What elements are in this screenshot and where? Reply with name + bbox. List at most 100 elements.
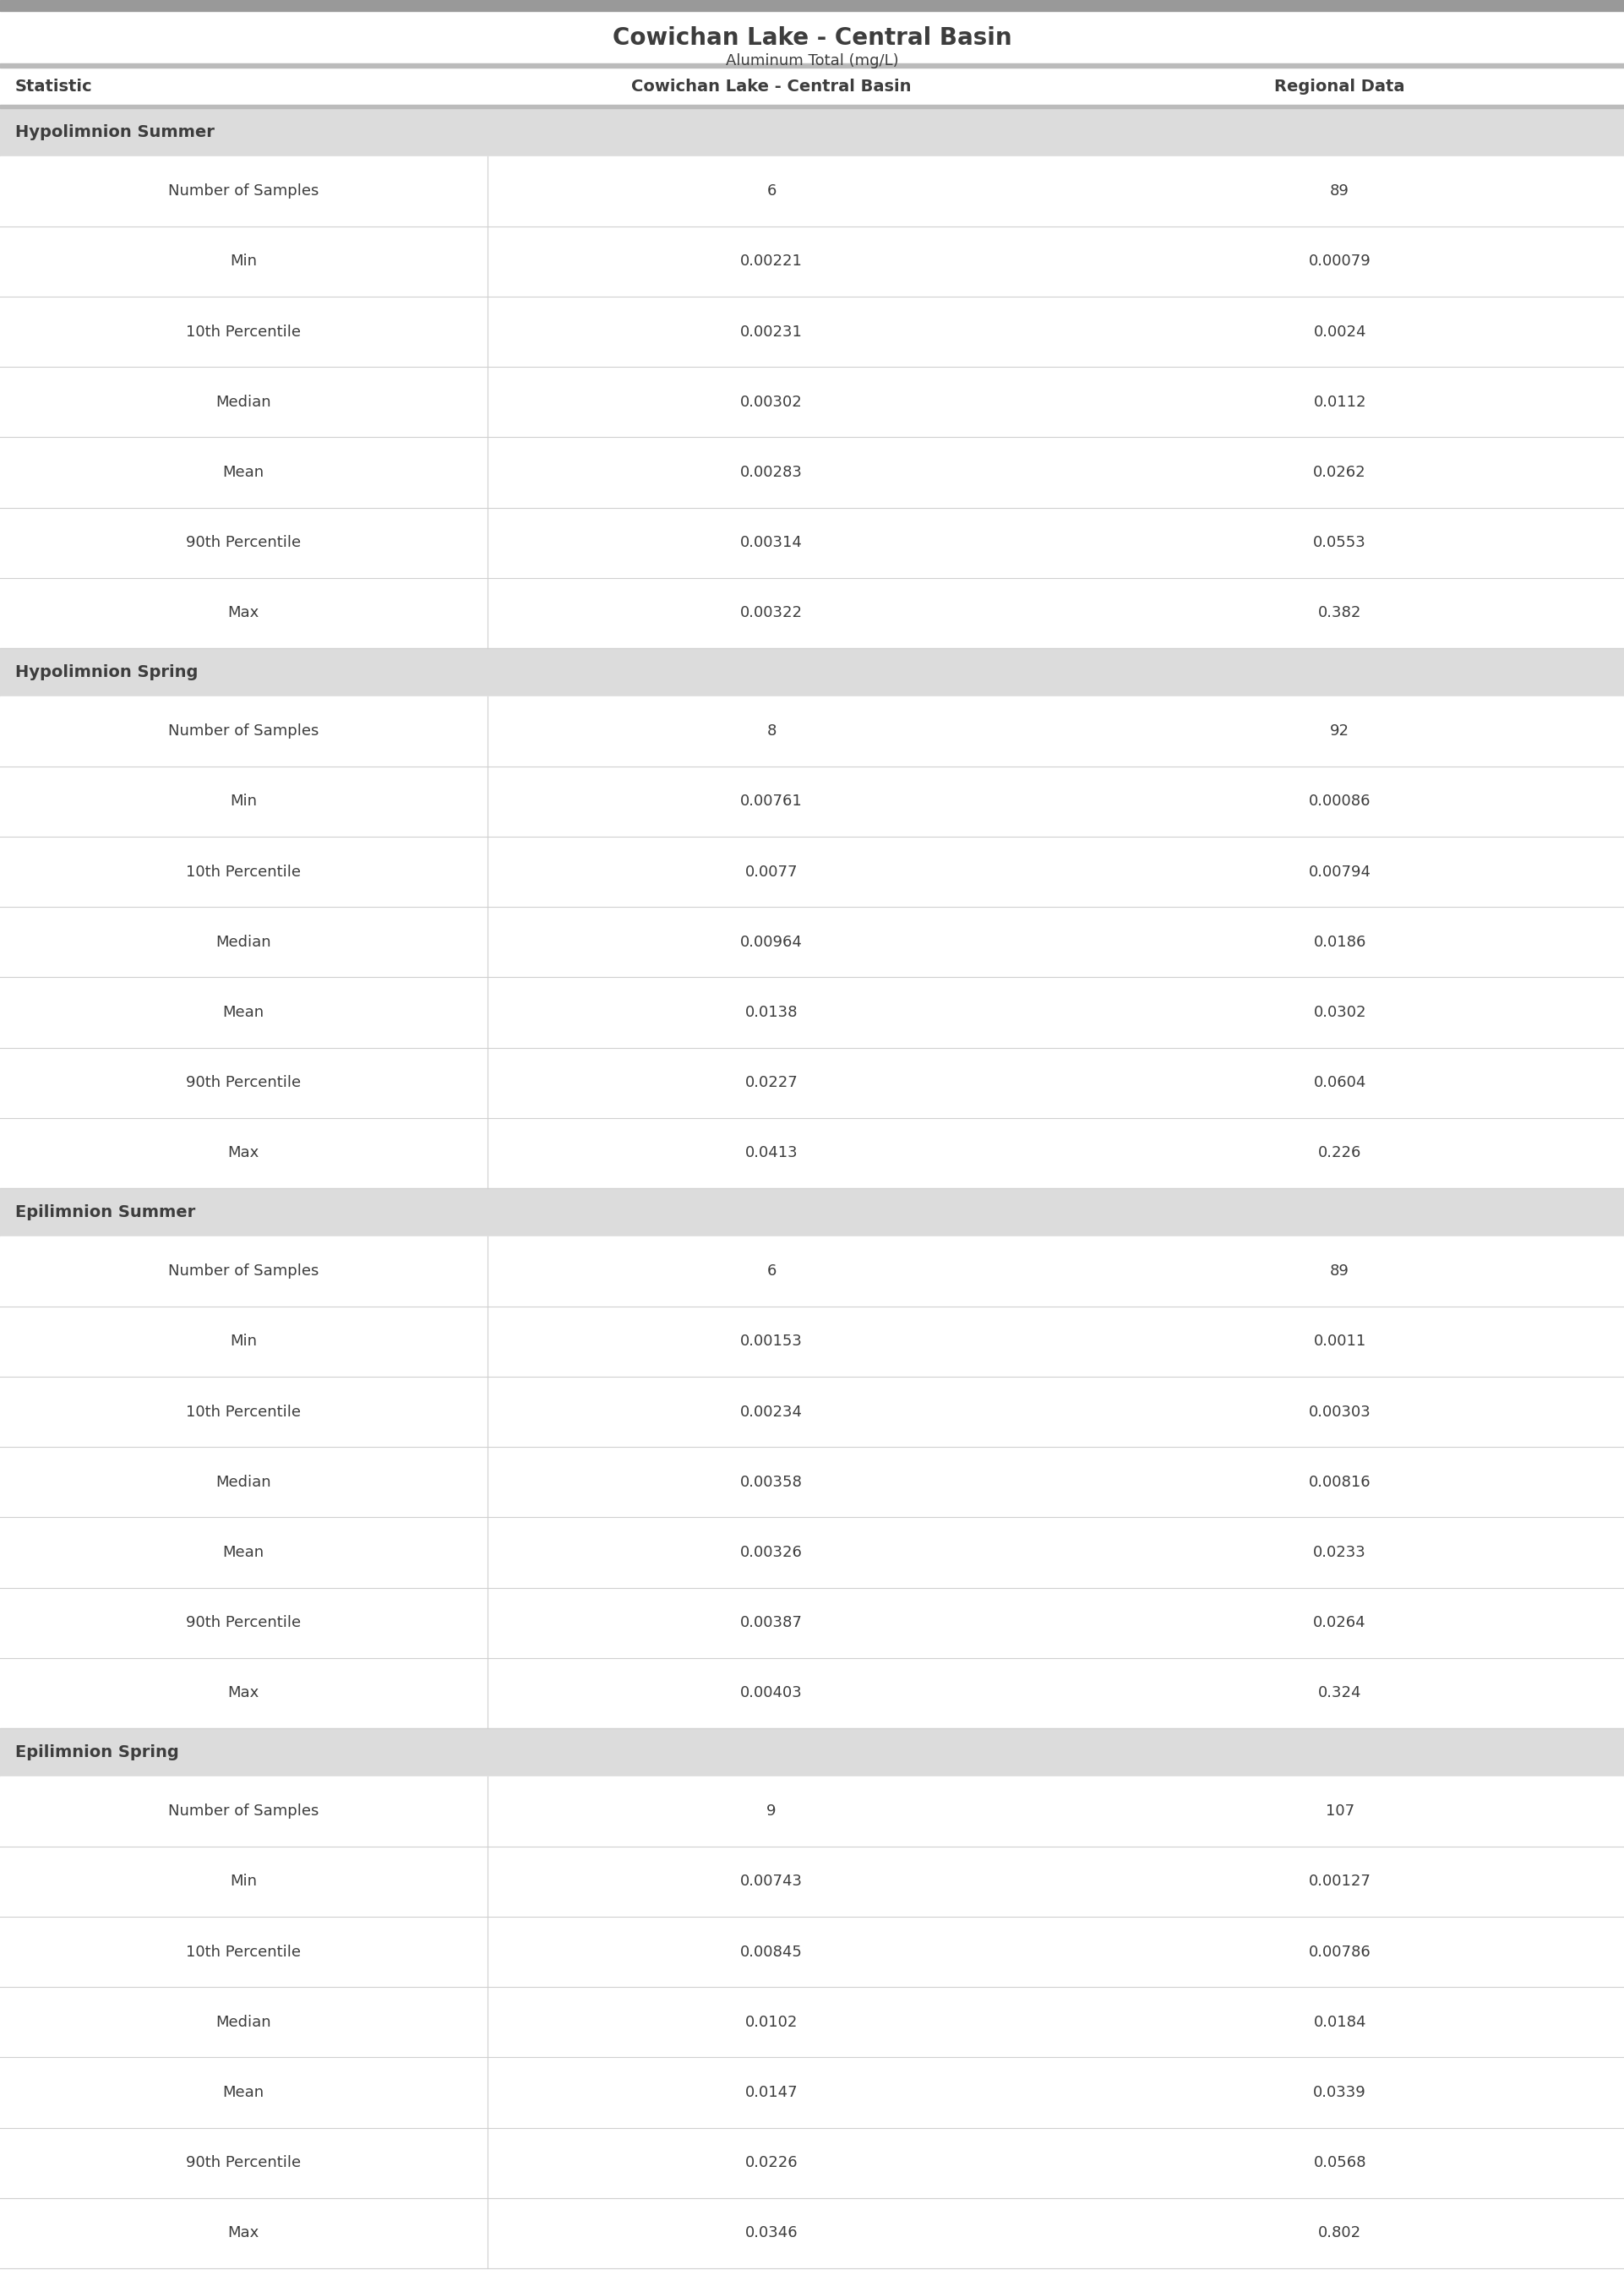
Text: 0.0233: 0.0233 (1314, 1546, 1366, 1559)
Text: 0.00794: 0.00794 (1309, 865, 1371, 878)
Bar (0, 64, 1624, 68)
Text: 0.0112: 0.0112 (1314, 395, 1366, 409)
Text: Regional Data: Regional Data (1275, 77, 1405, 95)
Text: Min: Min (231, 1335, 257, 1348)
Bar (0, 368, 1624, 438)
Text: 0.00358: 0.00358 (741, 1476, 802, 1489)
Bar (0, 579, 1624, 649)
Text: 6: 6 (767, 1264, 776, 1278)
Bar (0, 908, 1624, 978)
Text: 0.00845: 0.00845 (741, 1945, 802, 1959)
Bar (0, 297, 1624, 368)
Text: 8: 8 (767, 724, 776, 738)
Text: 0.00403: 0.00403 (741, 1687, 802, 1700)
Text: 90th Percentile: 90th Percentile (187, 536, 300, 549)
Text: Max: Max (227, 1146, 260, 1160)
Bar (0, 1846, 1624, 1916)
Bar (0, 2127, 1624, 2197)
Text: 0.00234: 0.00234 (741, 1405, 802, 1419)
Text: Median: Median (216, 395, 271, 409)
Text: Aluminum Total (mg/L): Aluminum Total (mg/L) (726, 52, 898, 68)
Text: Min: Min (231, 254, 257, 270)
Text: Hypolimnion Summer: Hypolimnion Summer (15, 125, 214, 141)
Text: 0.0226: 0.0226 (745, 2154, 797, 2170)
Text: 90th Percentile: 90th Percentile (187, 1076, 300, 1090)
Bar (0, 1727, 1624, 1775)
Text: 0.0077: 0.0077 (745, 865, 797, 878)
Text: 10th Percentile: 10th Percentile (187, 1945, 300, 1959)
Text: Mean: Mean (222, 465, 265, 479)
Bar (0, 104, 1624, 109)
Bar (0, 838, 1624, 908)
Text: Mean: Mean (222, 1006, 265, 1019)
Bar (0, 978, 1624, 1049)
Text: 0.0346: 0.0346 (745, 2225, 797, 2240)
Text: 0.00283: 0.00283 (741, 465, 802, 479)
Text: 0.00079: 0.00079 (1309, 254, 1371, 270)
Bar (0, 697, 1624, 767)
Text: Number of Samples: Number of Samples (169, 1264, 318, 1278)
Text: Mean: Mean (222, 1546, 265, 1559)
Text: 9: 9 (767, 1805, 776, 1818)
Text: 0.324: 0.324 (1319, 1687, 1361, 1700)
Text: 0.00221: 0.00221 (741, 254, 802, 270)
Text: 107: 107 (1325, 1805, 1354, 1818)
Bar (0, 1117, 1624, 1187)
Text: Median: Median (216, 1476, 271, 1489)
Bar (0, 508, 1624, 579)
Text: 89: 89 (1330, 184, 1350, 200)
Text: 10th Percentile: 10th Percentile (187, 1405, 300, 1419)
Text: 0.00322: 0.00322 (741, 606, 802, 620)
Text: 0.0264: 0.0264 (1314, 1616, 1366, 1630)
Text: 0.00153: 0.00153 (741, 1335, 802, 1348)
Bar (0, 2197, 1624, 2268)
Text: 92: 92 (1330, 724, 1350, 738)
Text: 0.00303: 0.00303 (1309, 1405, 1371, 1419)
Text: Min: Min (231, 794, 257, 808)
Text: 0.00761: 0.00761 (741, 794, 802, 808)
Text: Median: Median (216, 2013, 271, 2029)
Text: Cowichan Lake - Central Basin: Cowichan Lake - Central Basin (632, 77, 911, 95)
Text: 0.0604: 0.0604 (1314, 1076, 1366, 1090)
Text: 0.0227: 0.0227 (745, 1076, 797, 1090)
Text: 6: 6 (767, 184, 776, 200)
Text: Number of Samples: Number of Samples (169, 724, 318, 738)
Bar (0, 2057, 1624, 2127)
Text: 0.00387: 0.00387 (741, 1616, 802, 1630)
Text: Epilimnion Summer: Epilimnion Summer (15, 1203, 195, 1221)
Text: 0.0553: 0.0553 (1314, 536, 1366, 549)
Text: 0.0339: 0.0339 (1314, 2084, 1366, 2100)
Bar (0, 109, 1624, 157)
Text: 0.382: 0.382 (1319, 606, 1361, 620)
Bar (0, 1587, 1624, 1657)
Text: 0.00326: 0.00326 (741, 1546, 802, 1559)
Text: 0.0102: 0.0102 (745, 2013, 797, 2029)
Text: 10th Percentile: 10th Percentile (187, 865, 300, 878)
Text: 0.0413: 0.0413 (745, 1146, 797, 1160)
Text: 89: 89 (1330, 1264, 1350, 1278)
Text: Max: Max (227, 2225, 260, 2240)
Text: 0.0138: 0.0138 (745, 1006, 797, 1019)
Text: 0.0184: 0.0184 (1314, 2013, 1366, 2029)
Bar (0, 157, 1624, 227)
Text: Epilimnion Spring: Epilimnion Spring (15, 1743, 179, 1759)
Bar (0, 1916, 1624, 1986)
Text: 0.00302: 0.00302 (741, 395, 802, 409)
Text: 0.00816: 0.00816 (1309, 1476, 1371, 1489)
Text: Hypolimnion Spring: Hypolimnion Spring (15, 665, 198, 681)
Text: Max: Max (227, 606, 260, 620)
Text: Cowichan Lake - Central Basin: Cowichan Lake - Central Basin (612, 27, 1012, 50)
Text: 0.0186: 0.0186 (1314, 935, 1366, 949)
Text: 0.802: 0.802 (1319, 2225, 1361, 2240)
Text: Mean: Mean (222, 2084, 265, 2100)
Text: 0.00086: 0.00086 (1309, 794, 1371, 808)
Text: Number of Samples: Number of Samples (169, 184, 318, 200)
Bar (0, 1775, 1624, 1846)
Text: 0.0147: 0.0147 (745, 2084, 797, 2100)
Text: Statistic: Statistic (15, 77, 93, 95)
Text: 0.0024: 0.0024 (1314, 325, 1366, 340)
Text: Number of Samples: Number of Samples (169, 1805, 318, 1818)
Text: 90th Percentile: 90th Percentile (187, 2154, 300, 2170)
Text: 0.0011: 0.0011 (1314, 1335, 1366, 1348)
Bar (0, 1986, 1624, 2057)
